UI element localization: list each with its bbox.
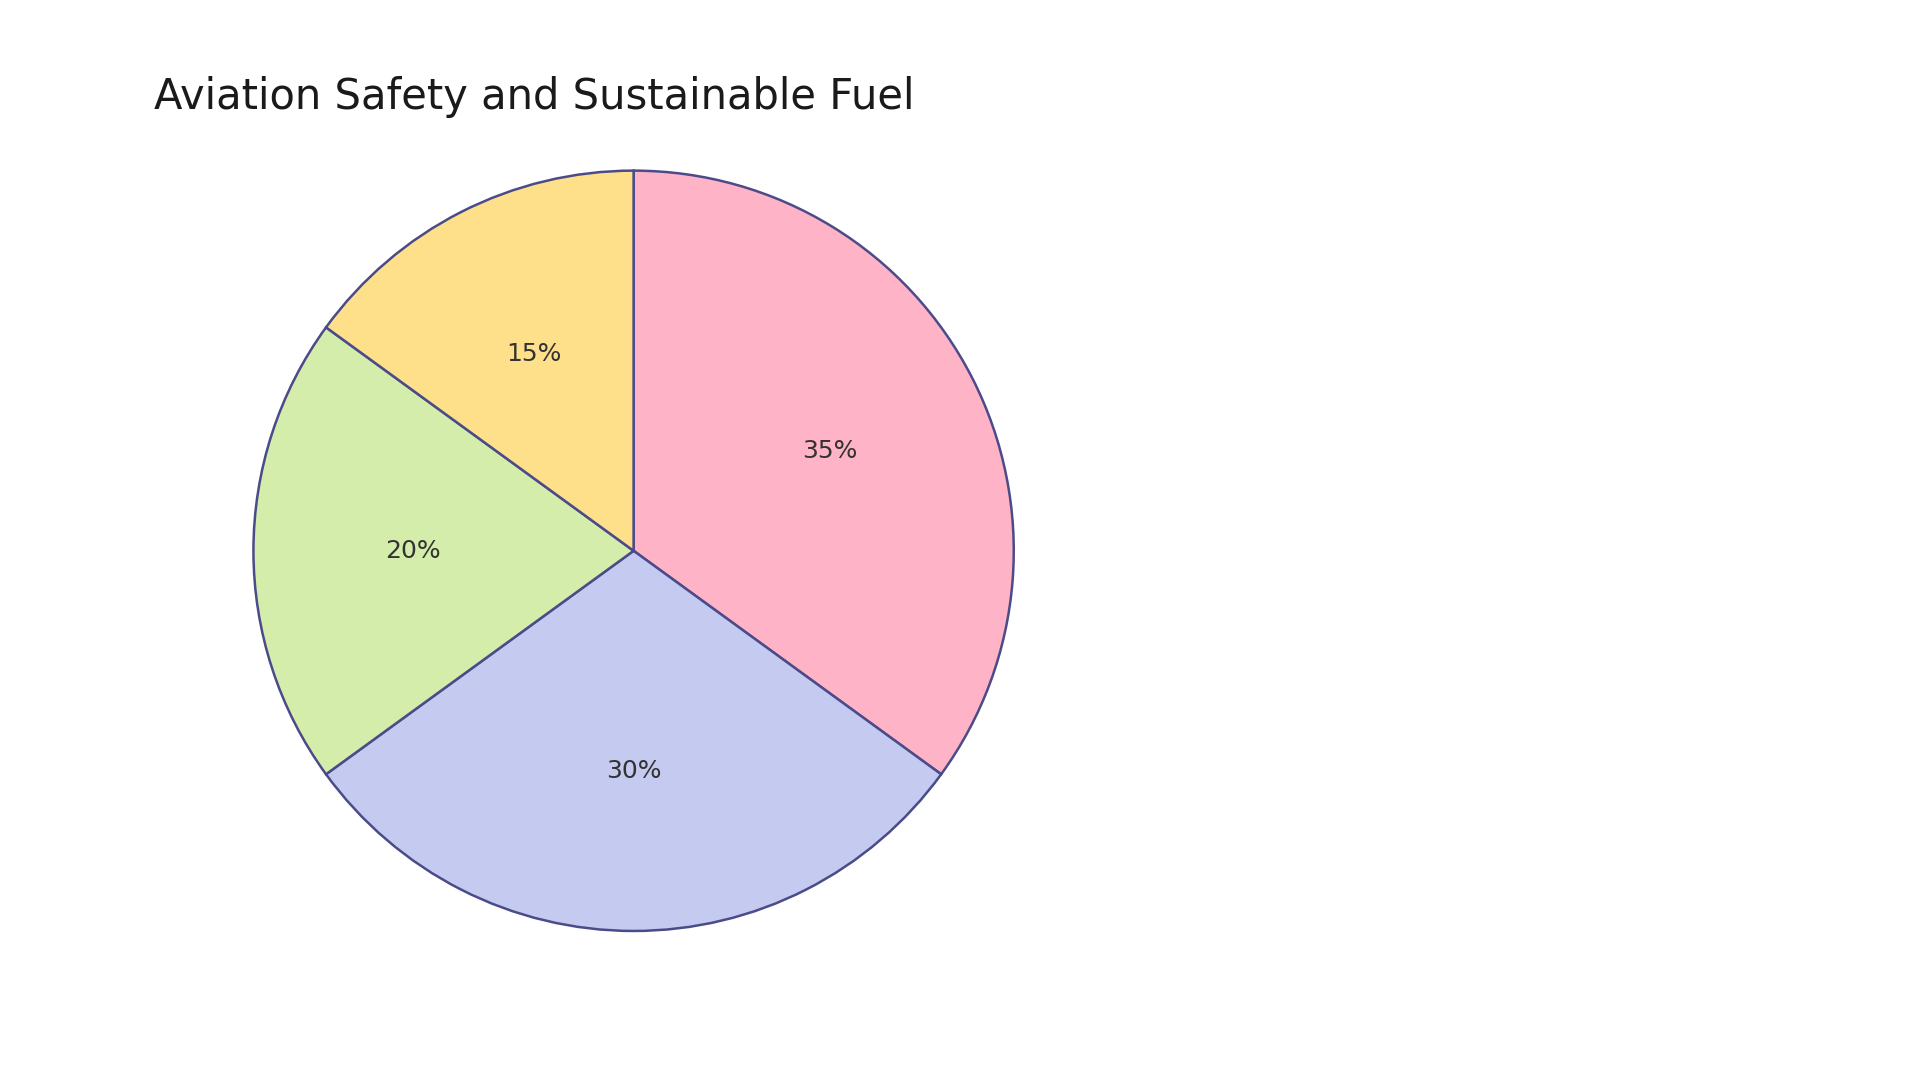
- Wedge shape: [634, 171, 1014, 774]
- Text: 20%: 20%: [386, 539, 442, 563]
- Legend: Aviation Safety, Sustainable Aviation Fuel, Top Tracked Aircraft, Weather Condit: Aviation Safety, Sustainable Aviation Fu…: [1204, 422, 1607, 658]
- Text: 30%: 30%: [607, 759, 660, 783]
- Wedge shape: [326, 171, 634, 551]
- Text: Aviation Safety and Sustainable Fuel: Aviation Safety and Sustainable Fuel: [154, 76, 914, 118]
- Wedge shape: [326, 551, 941, 931]
- Wedge shape: [253, 327, 634, 774]
- Text: 15%: 15%: [505, 342, 561, 366]
- Text: 35%: 35%: [803, 438, 858, 462]
